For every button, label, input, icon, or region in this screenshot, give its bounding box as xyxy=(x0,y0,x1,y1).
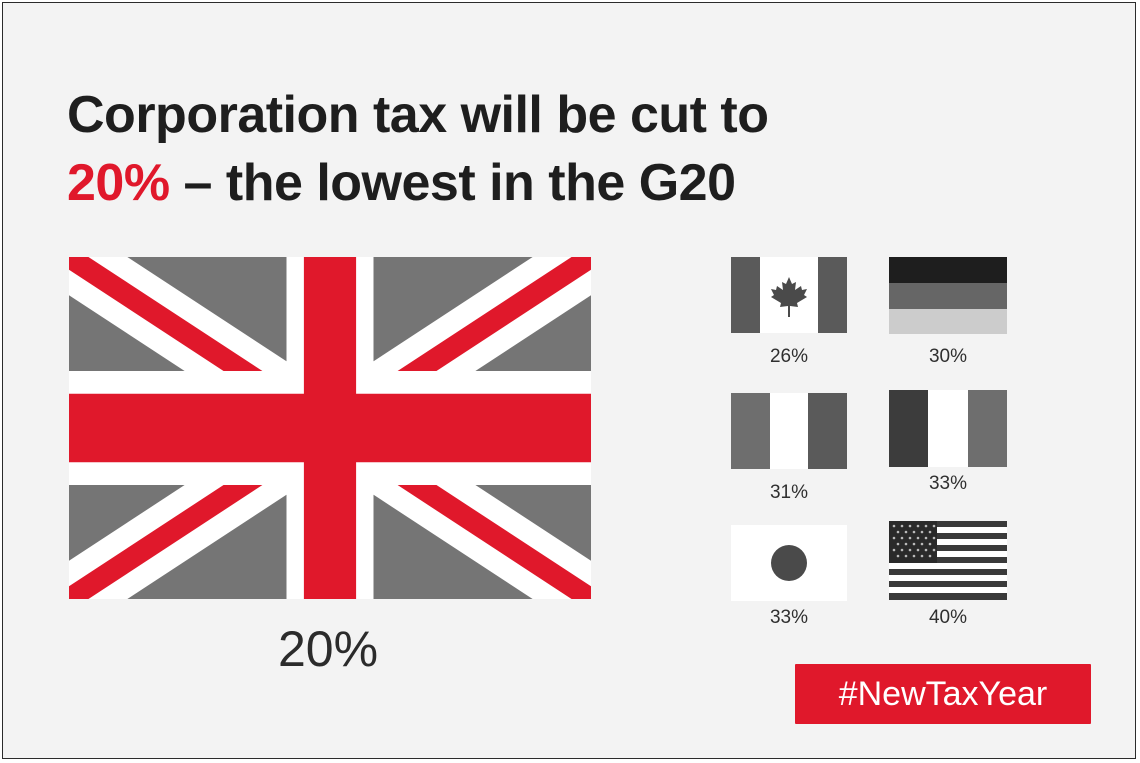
canada-rate-label: 26% xyxy=(769,346,809,367)
japan-rate-label: 33% xyxy=(769,607,809,628)
headline-line-2-text: – the lowest in the G20 xyxy=(169,154,736,212)
uk-rate-label: 20% xyxy=(278,621,379,677)
usa-rate-label: 40% xyxy=(928,607,968,628)
canada-flag-icon xyxy=(731,257,847,333)
usa-flag-icon xyxy=(889,521,1007,600)
italy-flag-icon xyxy=(731,393,847,469)
headline-line-2: 20% – the lowest in the G20 xyxy=(67,149,768,217)
germany-rate-label: 30% xyxy=(928,346,968,367)
france-flag-icon xyxy=(889,390,1007,467)
headline-accent-rate: 20% xyxy=(67,154,170,212)
headline-line-1: Corporation tax will be cut to xyxy=(67,86,769,144)
headline: Corporation tax will be cut to 20% – the… xyxy=(67,81,769,217)
italy-rate-label: 31% xyxy=(769,482,809,503)
japan-flag-icon xyxy=(731,525,847,601)
france-rate-label: 33% xyxy=(928,473,968,494)
germany-flag-icon xyxy=(889,257,1007,334)
hashtag-badge: #NewTaxYear xyxy=(795,664,1091,724)
union-jack-flag-icon xyxy=(69,257,591,599)
